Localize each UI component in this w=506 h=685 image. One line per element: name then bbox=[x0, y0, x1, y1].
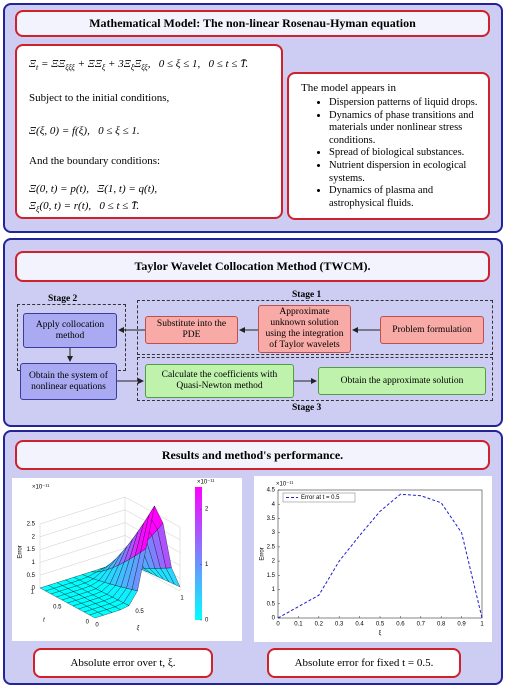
math-text: + 3Ξ bbox=[105, 58, 131, 70]
stage-label: Stage 3 bbox=[292, 403, 322, 413]
math-text: Ξ bbox=[29, 200, 37, 212]
node: Apply collocation method bbox=[23, 313, 117, 348]
application: Dispersion patterns of liquid drops. bbox=[329, 97, 482, 110]
stage-box bbox=[137, 300, 493, 355]
math-text: ξ bbox=[130, 63, 135, 73]
stage-label: Stage 2 bbox=[48, 294, 78, 304]
node: Obtain the approximate solution bbox=[318, 367, 486, 395]
application: Spread of biological substances. bbox=[329, 147, 482, 160]
model-title: Mathematical Model: The non-linear Rosen… bbox=[15, 10, 490, 37]
math-text: t bbox=[36, 63, 39, 73]
math-text: ξ bbox=[101, 63, 106, 73]
text: The model appears in bbox=[301, 82, 396, 94]
caption: Absolute error for fixed t = 0.5. bbox=[267, 648, 461, 678]
equation: Ξξ(0, t) = r(t), 0 ≤ t ≤ T̄. bbox=[29, 200, 139, 214]
application: Dynamics of plasma and astrophysical flu… bbox=[329, 185, 482, 210]
plot-background bbox=[254, 476, 492, 642]
equation: Ξ(ξ, 0) = f(ξ), 0 ≤ ξ ≤ 1. bbox=[29, 125, 140, 137]
node: Problem formulation bbox=[380, 316, 484, 344]
math-text: Ξ(0, t) = p(t), Ξ(1, t) = q(t), bbox=[29, 183, 158, 195]
method-title: Taylor Wavelet Collocation Method (TWCM)… bbox=[15, 251, 490, 282]
results-title: Results and method's performance. bbox=[15, 440, 490, 470]
equation-box: Ξt = ΞΞξξξ + ΞΞξ + 3ΞξΞξξ, 0 ≤ ξ ≤ 1, 0 … bbox=[15, 44, 283, 219]
node: Approximate unknown solution using the i… bbox=[258, 305, 351, 353]
applications-list: Dispersion patterns of liquid drops.Dyna… bbox=[301, 97, 482, 210]
math-text: + ΞΞ bbox=[74, 58, 102, 70]
text: And the boundary conditions: bbox=[29, 155, 161, 167]
application: Dynamics of phase transitions and materi… bbox=[329, 110, 482, 148]
applications-box: The model appears in Dispersion patterns… bbox=[287, 72, 490, 220]
stage-label: Stage 1 bbox=[292, 290, 322, 300]
application: Nutrient dispersion in ecological system… bbox=[329, 160, 482, 185]
node: Calculate the coefficients with Quasi-Ne… bbox=[145, 364, 294, 398]
math-text: ξ bbox=[36, 205, 40, 215]
math-text: Ξ(ξ, 0) = f(ξ), 0 ≤ ξ ≤ 1. bbox=[29, 125, 140, 137]
text: Subject to the initial conditions, bbox=[29, 92, 170, 104]
caption: Absolute error over t, ξ. bbox=[33, 648, 213, 678]
math-text: Ξ bbox=[29, 58, 37, 70]
equation: Ξt = ΞΞξξξ + ΞΞξ + 3ΞξΞξξ, 0 ≤ ξ ≤ 1, 0 … bbox=[29, 58, 248, 72]
math-text: (0, t) = r(t), 0 ≤ t ≤ T̄. bbox=[39, 200, 140, 212]
math-text: = ΞΞ bbox=[38, 58, 66, 70]
math-text: ξξξ bbox=[65, 63, 75, 73]
math-text: ξξ bbox=[141, 63, 148, 73]
plot-background bbox=[12, 478, 242, 641]
equation: Ξ(0, t) = p(t), Ξ(1, t) = q(t), bbox=[29, 183, 157, 195]
node: Substitute into the PDE bbox=[145, 316, 238, 344]
stage-box bbox=[137, 357, 493, 401]
math-text: , 0 ≤ ξ ≤ 1, 0 ≤ t ≤ T̄. bbox=[147, 58, 249, 70]
math-text: Ξ bbox=[134, 58, 142, 70]
node: Obtain the system of nonlinear equations bbox=[20, 363, 117, 400]
